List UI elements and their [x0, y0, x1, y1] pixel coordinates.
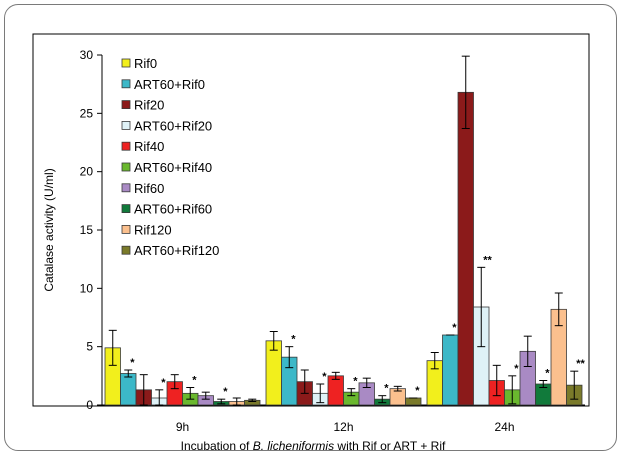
significance-mark: *: [322, 371, 327, 383]
legend: Rif0 ART60+Rif0 Rif20 ART60+Rif20 Rif40 ART60…: [121, 56, 219, 258]
bar: [405, 397, 422, 406]
significance-mark: *: [130, 357, 135, 369]
legend-swatch: [121, 79, 131, 89]
legend-label: Rif60: [134, 181, 164, 196]
x-axis-title-part-3: with Rif or ART + Rif: [334, 439, 446, 453]
bars-layer: ** **** ** ***** ***: [104, 55, 586, 406]
y-tick-label: 30: [80, 48, 94, 62]
legend-label: Rif0: [134, 56, 157, 71]
significance-mark: *: [415, 385, 420, 397]
y-tick-label: 25: [80, 106, 94, 120]
legend-swatch: [121, 224, 131, 234]
significance-mark: *: [161, 377, 166, 389]
legend-swatch: [121, 121, 131, 130]
x-tick-label: 24h: [494, 420, 514, 434]
y-axis: 0 5 10 15 20 25 30: [80, 48, 103, 412]
bar: [120, 373, 137, 406]
significance-mark: *: [353, 376, 358, 388]
x-axis-title-part-1: Incubation of: [181, 439, 253, 453]
significance-mark: *: [452, 322, 457, 334]
legend-label: Rif20: [134, 98, 164, 113]
legend-label: ART60+Rif40: [134, 160, 212, 175]
significance-mark: *: [384, 383, 389, 395]
y-tick-label: 0: [86, 398, 93, 412]
significance-mark: *: [192, 375, 197, 387]
legend-label: ART60+Rif20: [134, 118, 212, 133]
x-tick-label: 9h: [176, 420, 189, 434]
plot-border: [32, 33, 590, 407]
significance-mark: *: [291, 334, 296, 346]
legend-swatch: [121, 245, 131, 255]
legend-label: ART60+Rif60: [134, 202, 212, 217]
legend-label: ART60+Rif120: [134, 243, 219, 258]
legend-swatch: [121, 162, 131, 172]
y-tick-label: 15: [80, 223, 94, 237]
legend-label: Rif40: [134, 139, 164, 154]
legend-swatch: [121, 183, 131, 193]
figure-frame: [4, 4, 617, 451]
y-tick-label: 20: [80, 165, 94, 179]
significance-mark: *: [545, 368, 550, 380]
legend-swatch: [121, 100, 131, 109]
y-axis-title: Catalase activity (U/ml): [42, 168, 56, 291]
legend-swatch: [121, 141, 131, 151]
significance-mark: **: [483, 254, 492, 266]
x-tick-label: 12h: [333, 420, 353, 434]
y-tick-label: 10: [80, 281, 94, 295]
bar: [327, 375, 344, 406]
legend-swatch: [121, 58, 131, 68]
legend-label: ART60+Rif0: [134, 77, 205, 92]
x-axis: 9h 12h 24h: [102, 404, 585, 434]
bar: [457, 91, 474, 406]
significance-mark: *: [223, 386, 228, 398]
legend-swatch: [121, 204, 131, 214]
legend-label: Rif120: [134, 222, 172, 237]
significance-mark: **: [576, 358, 585, 370]
x-axis-title-species: B. licheniformis: [253, 439, 334, 453]
bar: [442, 334, 459, 406]
y-tick-label: 5: [86, 340, 93, 354]
significance-mark: *: [514, 363, 519, 375]
x-axis-title: Incubation of B. licheniformis with Rif …: [181, 439, 446, 453]
